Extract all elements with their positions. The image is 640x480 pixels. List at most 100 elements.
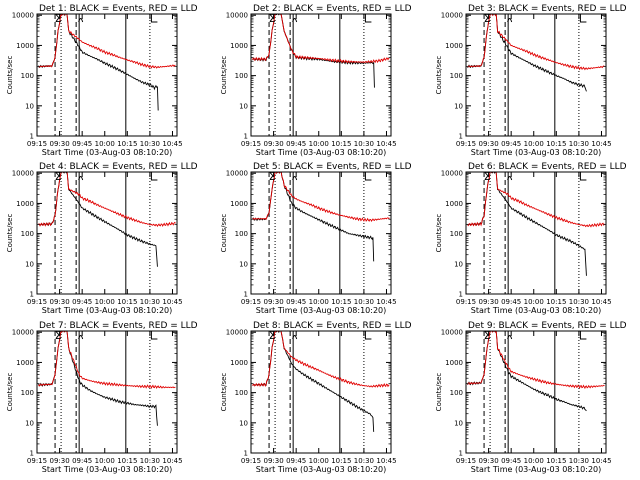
x-tick-label: 10:45 <box>376 457 396 465</box>
x-tick-label: 10:15 <box>546 298 566 306</box>
panel-title: Det 7: BLACK = Events, RED = LLD <box>39 321 198 331</box>
x-tick-label: 09:45 <box>72 298 92 306</box>
series-events-line <box>467 331 587 412</box>
x-axis-label: Start Time (03-Aug-03 08:10:20) <box>471 465 602 474</box>
x-tick-label: 10:45 <box>162 140 182 148</box>
y-tick-label: 1000 <box>445 200 463 208</box>
y-tick-label: 1000 <box>230 200 248 208</box>
plot-frame <box>465 171 607 295</box>
top-cusp-mark <box>507 335 513 340</box>
x-tick-label: 09:45 <box>72 457 92 465</box>
y-tick-label: 1 <box>30 133 34 141</box>
y-tick-label: 10 <box>454 102 463 110</box>
y-axis-label: Counts/sec <box>435 373 443 412</box>
plot-frame <box>465 330 607 454</box>
y-tick-label: 100 <box>235 389 248 397</box>
x-tick-label: 10:45 <box>591 298 611 306</box>
panel-marker-sigma: Σ <box>269 12 276 25</box>
x-tick-label: 10:15 <box>117 298 137 306</box>
top-bracket-mark <box>364 331 372 340</box>
top-cusp-mark <box>507 176 513 181</box>
x-tick-label: 09:30 <box>263 298 283 306</box>
x-tick-label: 10:00 <box>95 140 115 148</box>
y-tick-label: 10 <box>239 419 248 427</box>
y-tick-label: 1 <box>244 291 248 299</box>
y-tick-label: 100 <box>235 72 248 80</box>
top-bracket-mark <box>150 331 158 340</box>
y-axis-label: Counts/sec <box>220 56 228 95</box>
y-tick-label: 1 <box>459 133 463 141</box>
top-cusp-mark <box>292 335 298 340</box>
x-tick-label: 10:00 <box>309 298 329 306</box>
x-tick-label: 09:45 <box>286 457 306 465</box>
y-tick-label: 1000 <box>230 359 248 367</box>
y-tick-label: 10000 <box>226 170 248 178</box>
y-tick-label: 10 <box>454 260 463 268</box>
x-tick-label: 09:45 <box>501 140 521 148</box>
y-axis-label: Counts/sec <box>6 56 14 95</box>
y-tick-label: 10000 <box>226 12 248 20</box>
plot-frame <box>250 330 392 454</box>
panel-marker-sigma: Σ <box>55 329 62 342</box>
y-axis-label: Counts/sec <box>435 214 443 253</box>
x-tick-label: 10:30 <box>354 298 374 306</box>
x-tick-label: 09:30 <box>49 298 69 306</box>
x-tick-label: 10:00 <box>524 457 544 465</box>
x-tick-label: 10:45 <box>591 140 611 148</box>
y-tick-label: 100 <box>450 389 463 397</box>
x-axis-label: Start Time (03-Aug-03 08:10:20) <box>471 306 602 315</box>
y-tick-label: 10 <box>25 419 34 427</box>
x-axis-label: Start Time (03-Aug-03 08:10:20) <box>256 148 387 157</box>
top-bracket-mark <box>364 14 372 23</box>
x-tick-label: 10:30 <box>354 140 374 148</box>
series-events-line <box>38 14 159 111</box>
x-tick-label: 10:30 <box>569 298 589 306</box>
chart-panel-5: 1 10 100 1000 10000 09:15 09:30 09:45 10:00 10:15… <box>220 162 412 315</box>
chart-panel-2: 1 10 100 1000 10000 09:15 09:30 09:45 10:00 10:15… <box>220 4 412 157</box>
series-events-line <box>467 172 587 276</box>
y-tick-label: 10000 <box>12 12 34 20</box>
x-tick-label: 09:15 <box>241 140 261 148</box>
y-tick-label: 100 <box>21 389 34 397</box>
x-axis-label: Start Time (03-Aug-03 08:10:20) <box>256 465 387 474</box>
x-tick-label: 10:15 <box>117 457 137 465</box>
y-axis-label: Counts/sec <box>6 373 14 412</box>
y-tick-label: 1000 <box>445 42 463 50</box>
x-axis-label: Start Time (03-Aug-03 08:10:20) <box>42 465 173 474</box>
x-tick-label: 10:15 <box>331 457 351 465</box>
panel-title: Det 9: BLACK = Events, RED = LLD <box>468 321 627 331</box>
x-tick-label: 10:15 <box>546 140 566 148</box>
y-tick-label: 1 <box>459 291 463 299</box>
x-tick-label: 10:15 <box>331 298 351 306</box>
panel-marker-sigma: Σ <box>484 170 491 183</box>
x-tick-label: 09:15 <box>241 457 261 465</box>
x-tick-label: 10:45 <box>376 298 396 306</box>
plot-frame <box>36 13 178 137</box>
top-cusp-mark <box>78 176 84 181</box>
chart-panel-3: 1 10 100 1000 10000 09:15 09:30 09:45 10:00 10:15… <box>435 4 627 157</box>
top-bracket-mark <box>579 331 587 340</box>
top-bracket-mark <box>579 14 587 23</box>
x-tick-label: 10:00 <box>95 457 115 465</box>
y-tick-label: 1 <box>30 291 34 299</box>
chart-panel-1: 1 10 100 1000 10000 09:15 09:30 09:45 10:00 10:15… <box>6 4 198 157</box>
panel-title: Det 8: BLACK = Events, RED = LLD <box>253 321 412 331</box>
top-cusp-mark <box>78 335 84 340</box>
panel-marker-sigma: Σ <box>269 329 276 342</box>
y-tick-label: 100 <box>21 230 34 238</box>
x-tick-label: 09:30 <box>263 140 283 148</box>
x-tick-label: 10:15 <box>546 457 566 465</box>
y-tick-label: 1 <box>244 450 248 458</box>
y-tick-label: 1000 <box>16 359 34 367</box>
x-tick-label: 10:00 <box>524 298 544 306</box>
plot-frame <box>465 13 607 137</box>
y-tick-label: 1000 <box>230 42 248 50</box>
y-tick-label: 100 <box>450 72 463 80</box>
x-tick-label: 09:15 <box>27 298 47 306</box>
x-tick-label: 10:15 <box>117 140 137 148</box>
y-axis-label: Counts/sec <box>435 56 443 95</box>
x-tick-label: 09:45 <box>286 298 306 306</box>
x-tick-label: 10:45 <box>162 298 182 306</box>
top-cusp-mark <box>292 18 298 23</box>
chart-panel-4: 1 10 100 1000 10000 09:15 09:30 09:45 10:00 10:15… <box>6 162 198 315</box>
